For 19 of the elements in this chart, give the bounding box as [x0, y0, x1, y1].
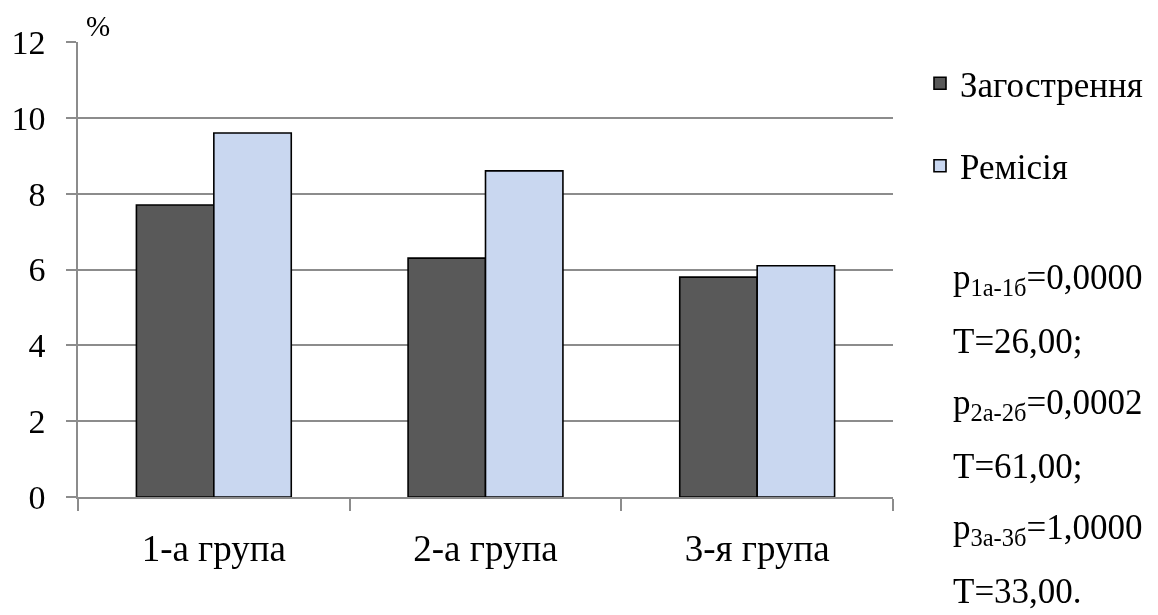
- y-tick-label: 2: [28, 403, 46, 441]
- text: p$_{2а-2б}$=0,0002: [953, 383, 1143, 427]
- y-tick-label: 12: [11, 23, 46, 61]
- y-tick-label: 6: [28, 251, 46, 289]
- text: T=26,00;: [953, 322, 1083, 361]
- x-tick-label: 1-а група: [141, 528, 287, 570]
- x-tick-label: 2-а група: [413, 528, 558, 570]
- text: p$_{1а-1б}$=0,0000: [953, 258, 1143, 302]
- text: p$_{3а-3б}$=1,0000: [953, 508, 1143, 552]
- y-tick-label: 4: [28, 327, 46, 365]
- text: T=61,00;: [953, 447, 1083, 486]
- y-tick-label: 10: [11, 99, 46, 137]
- text: T=33,00.: [953, 572, 1082, 611]
- y-tick-label: 0: [28, 478, 46, 516]
- legend-label: Загострення: [960, 65, 1143, 105]
- y-tick-label: 8: [28, 175, 46, 213]
- x-tick-label: 3-я група: [684, 528, 830, 570]
- y-axis-title: %: [86, 10, 111, 42]
- legend-label: Ремісія: [960, 148, 1068, 188]
